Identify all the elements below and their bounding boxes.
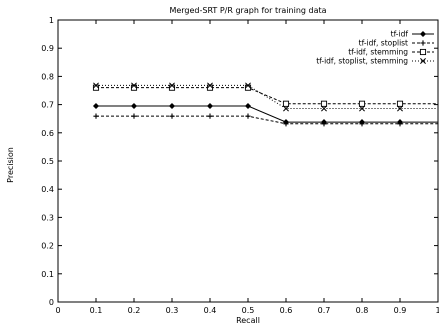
x-tick-label: 0 — [55, 306, 60, 315]
data-point-tf-idf-stemming — [358, 100, 366, 107]
series-layer — [92, 82, 438, 127]
data-point-tf-idf-stoplist-stemming — [283, 105, 289, 112]
y-tick-label: 0.6 — [41, 129, 54, 138]
legend-item-tf-idf-stoplist-stemming: tf-idf, stoplist, stemming — [316, 57, 434, 66]
data-point-tf-idf — [168, 102, 176, 110]
data-point-tf-idf-stoplist-stemming — [207, 82, 213, 89]
data-point-tf-idf-stoplist — [321, 121, 327, 127]
legend-swatch-marker — [420, 40, 426, 46]
legend-swatch-marker — [419, 30, 427, 38]
x-tick-label: 0.6 — [280, 306, 293, 315]
legend-item-tf-idf: tf-idf — [391, 30, 434, 39]
x-tick-label: 0.8 — [356, 306, 369, 315]
y-tick-label: 0.3 — [41, 213, 54, 222]
x-tick-label: 0.1 — [90, 306, 103, 315]
legend-item-tf-idf-stemming: tf-idf, stemming — [348, 48, 434, 57]
series-tf-idf — [92, 102, 438, 126]
data-point-tf-idf — [92, 102, 100, 110]
data-point-tf-idf-stoplist — [169, 113, 175, 119]
series-tf-idf-stemming — [92, 84, 438, 107]
legend-label: tf-idf, stoplist, stemming — [316, 57, 408, 66]
y-tick-label: 0.1 — [41, 270, 54, 279]
y-tick-label: 0.2 — [41, 242, 54, 251]
data-point-tf-idf — [244, 102, 252, 110]
legend-label: tf-idf — [391, 30, 409, 39]
series-line-tf-idf-stemming — [96, 87, 438, 105]
data-point-tf-idf-stemming — [320, 100, 328, 107]
y-tick-label: 0.9 — [41, 44, 54, 53]
y-tick-label: 0.7 — [41, 101, 54, 110]
x-tick-label: 0.3 — [166, 306, 179, 315]
legend-swatch-marker — [419, 48, 427, 56]
data-point-tf-idf-stoplist — [397, 121, 403, 127]
x-tick-label: 0.7 — [318, 306, 331, 315]
data-point-tf-idf-stemming — [396, 100, 404, 107]
data-point-tf-idf-stoplist — [207, 113, 213, 119]
data-point-tf-idf-stoplist-stemming — [245, 82, 251, 89]
series-line-tf-idf-stoplist-stemming — [96, 84, 438, 110]
series-tf-idf-stoplist-stemming — [93, 82, 438, 112]
data-point-tf-idf-stoplist-stemming — [169, 82, 175, 89]
x-tick-label: 0.9 — [394, 306, 407, 315]
series-tf-idf-stoplist — [93, 113, 438, 127]
chart-title: Merged-SRT P/R graph for training data — [169, 6, 326, 15]
y-tick-label: 0.5 — [41, 157, 54, 166]
data-point-tf-idf-stoplist — [245, 113, 251, 119]
data-point-tf-idf — [130, 102, 138, 110]
data-point-tf-idf-stoplist — [131, 113, 137, 119]
legend-label: tf-idf, stemming — [348, 48, 408, 57]
y-axis-title: Precision — [6, 147, 15, 183]
axis-ticks: 0 0.1 0.2 0.3 0.4 0.5 0.6 0.7 0.8 0.9 1 0 0.1 0.2 0.3 0… — [41, 16, 439, 315]
data-point-tf-idf-stoplist-stemming — [93, 82, 99, 89]
data-point-tf-idf-stoplist-stemming — [131, 82, 137, 89]
data-point-tf-idf — [206, 102, 214, 110]
data-point-tf-idf-stoplist — [93, 113, 99, 119]
y-tick-label: 1 — [49, 16, 54, 25]
data-point-tf-idf-stoplist — [283, 121, 289, 127]
x-axis-title: Recall — [236, 316, 260, 324]
legend-swatch-marker — [420, 58, 426, 64]
legend-label: tf-idf, stoplist — [359, 39, 408, 48]
data-point-tf-idf-stoplist-stemming — [321, 105, 327, 112]
data-point-tf-idf-stoplist-stemming — [359, 105, 365, 112]
data-point-tf-idf-stoplist — [359, 121, 365, 127]
x-tick-label: 0.5 — [242, 306, 255, 315]
y-tick-label: 0.8 — [41, 72, 54, 81]
series-line-tf-idf — [96, 105, 438, 123]
x-tick-label: 1 — [435, 306, 439, 315]
y-tick-label: 0 — [49, 298, 54, 307]
legend-item-tf-idf-stoplist: tf-idf, stoplist — [359, 39, 434, 48]
x-tick-label: 0.4 — [204, 306, 217, 315]
data-point-tf-idf-stoplist-stemming — [397, 105, 403, 112]
x-tick-label: 0.2 — [128, 306, 141, 315]
series-line-tf-idf-stoplist — [96, 115, 438, 125]
data-point-tf-idf-stemming — [282, 100, 290, 107]
y-tick-label: 0.4 — [41, 185, 54, 194]
